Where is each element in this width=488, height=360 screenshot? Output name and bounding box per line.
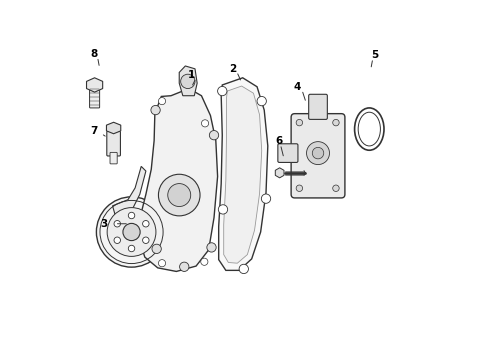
Circle shape [128,212,135,219]
Circle shape [167,184,190,207]
Circle shape [209,131,218,140]
Circle shape [312,147,323,159]
Text: 2: 2 [229,64,236,74]
Circle shape [306,141,329,165]
Circle shape [114,237,120,243]
FancyBboxPatch shape [308,94,326,120]
Circle shape [128,245,135,252]
Text: 8: 8 [90,49,97,59]
Polygon shape [86,78,102,92]
Circle shape [96,197,166,267]
Polygon shape [218,78,267,270]
Circle shape [158,174,200,216]
Circle shape [201,120,208,127]
Polygon shape [112,166,145,216]
Circle shape [151,105,160,115]
Circle shape [152,244,161,253]
Circle shape [142,221,149,227]
Circle shape [180,74,195,89]
Circle shape [261,194,270,203]
Circle shape [158,260,165,267]
FancyBboxPatch shape [106,131,120,156]
Circle shape [296,185,302,192]
Polygon shape [179,66,197,96]
Circle shape [257,96,266,106]
Circle shape [332,120,339,126]
Circle shape [142,237,149,243]
FancyBboxPatch shape [277,144,297,162]
Text: 4: 4 [293,82,301,93]
FancyBboxPatch shape [110,152,117,164]
Circle shape [114,221,120,227]
Polygon shape [106,122,121,134]
Circle shape [239,264,248,274]
Circle shape [217,86,226,96]
Circle shape [158,98,165,105]
Circle shape [122,224,140,240]
Text: 5: 5 [370,50,377,60]
FancyBboxPatch shape [89,87,100,108]
Polygon shape [223,86,261,263]
Circle shape [179,262,188,271]
Circle shape [332,185,339,192]
Circle shape [107,208,156,256]
FancyBboxPatch shape [290,114,344,198]
Circle shape [296,120,302,126]
Polygon shape [140,89,217,271]
Circle shape [201,258,207,265]
Text: 3: 3 [100,219,107,229]
Circle shape [218,205,227,214]
Polygon shape [275,168,284,178]
Text: 6: 6 [274,136,282,146]
Text: 1: 1 [187,70,195,80]
Text: 7: 7 [90,126,98,136]
Circle shape [206,243,216,252]
